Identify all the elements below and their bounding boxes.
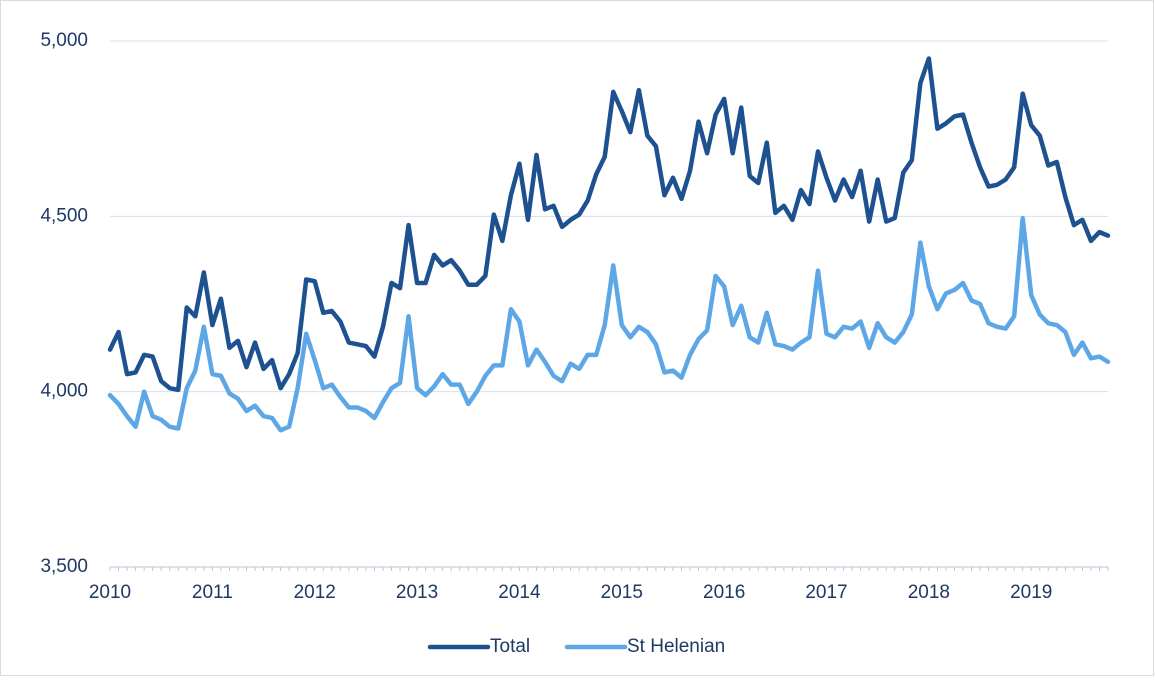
series-line <box>107 215 1111 433</box>
x-tick-label: 2014 <box>498 582 541 603</box>
x-tick-label: 2018 <box>908 582 950 603</box>
legend-label: St Helenian <box>627 636 725 657</box>
series-line <box>107 56 1111 393</box>
x-tick-label: 2010 <box>89 582 131 603</box>
x-tick-label: 2019 <box>1010 582 1052 603</box>
y-tick-label: 3,500 <box>40 556 88 577</box>
x-tick-label: 2016 <box>703 582 745 603</box>
x-tick-label: 2017 <box>805 582 847 603</box>
x-tick-label: 2013 <box>396 582 438 603</box>
y-tick-label: 4,000 <box>40 381 88 402</box>
legend-label: Total <box>490 636 530 657</box>
x-tick-label: 2012 <box>294 582 336 603</box>
y-tick-label: 5,000 <box>40 30 88 51</box>
x-tick-label: 2015 <box>601 582 643 603</box>
x-tick-label: 2011 <box>192 582 233 603</box>
y-tick-label: 4,500 <box>40 205 88 226</box>
